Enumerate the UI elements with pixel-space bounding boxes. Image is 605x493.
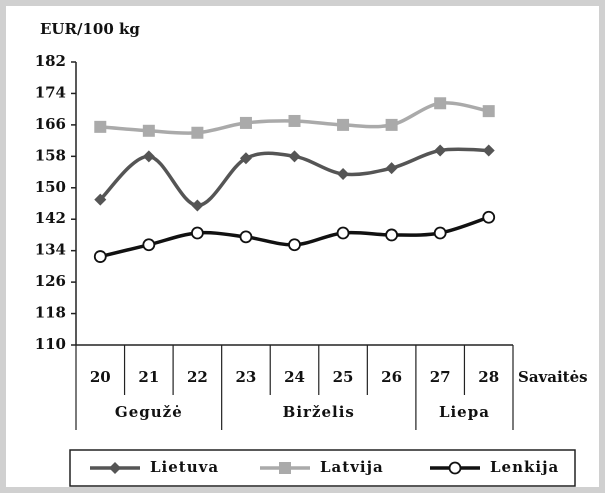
marker: [336, 226, 350, 240]
marker: [94, 120, 107, 133]
marker: [142, 238, 156, 252]
marker: [279, 462, 291, 474]
legend-label: Lenkija: [490, 458, 559, 476]
marker: [109, 462, 121, 474]
x-tick-label: 23: [236, 368, 257, 386]
y-tick-label: 174: [35, 83, 66, 101]
x-tick-label: 26: [381, 368, 402, 386]
group-label: Liepa: [439, 403, 490, 421]
y-tick-label: 166: [35, 115, 66, 133]
group-label: Birželis: [283, 403, 355, 421]
y-tick-label: 134: [35, 241, 66, 259]
marker: [482, 105, 495, 118]
marker: [385, 162, 398, 175]
marker: [337, 168, 350, 181]
marker: [142, 124, 155, 137]
y-tick-label: 150: [35, 178, 66, 196]
marker: [93, 250, 107, 263]
marker: [191, 199, 204, 212]
marker: [288, 238, 301, 252]
x-tick-label: 25: [333, 368, 354, 386]
group-label: Gegužė: [115, 403, 183, 421]
x-tick-label: 21: [138, 368, 159, 386]
legend-label: Latvija: [320, 458, 384, 476]
marker: [239, 116, 252, 129]
legend-label: Lietuva: [150, 458, 219, 476]
marker: [448, 461, 462, 475]
marker: [142, 150, 155, 163]
series-line: [99, 147, 489, 208]
y-tick-label: 158: [35, 146, 66, 164]
marker: [385, 228, 399, 242]
marker: [385, 118, 398, 131]
marker: [433, 226, 447, 240]
marker: [482, 144, 495, 157]
marker: [239, 230, 253, 244]
marker: [239, 152, 252, 165]
y-tick-label: 126: [35, 272, 66, 290]
y-axis-label: EUR/100 kg: [40, 20, 140, 38]
x-axis-label: Savaitės: [518, 368, 588, 386]
marker: [434, 144, 447, 157]
x-tick-label: 20: [90, 368, 111, 386]
x-tick-label: 28: [478, 368, 499, 386]
marker: [482, 210, 496, 224]
x-tick-label: 24: [284, 368, 305, 386]
marker: [191, 126, 204, 139]
y-tick-label: 142: [35, 209, 66, 227]
marker: [434, 97, 447, 110]
y-tick-label: 110: [35, 335, 66, 353]
legend-box: [69, 449, 576, 487]
y-tick-label: 118: [35, 304, 66, 322]
marker: [288, 114, 301, 127]
marker: [337, 118, 350, 131]
marker: [190, 226, 204, 240]
x-tick-label: 22: [187, 368, 208, 386]
y-tick-label: 182: [35, 52, 66, 70]
marker: [288, 150, 301, 163]
x-tick-label: 27: [430, 368, 451, 386]
marker: [94, 193, 107, 206]
